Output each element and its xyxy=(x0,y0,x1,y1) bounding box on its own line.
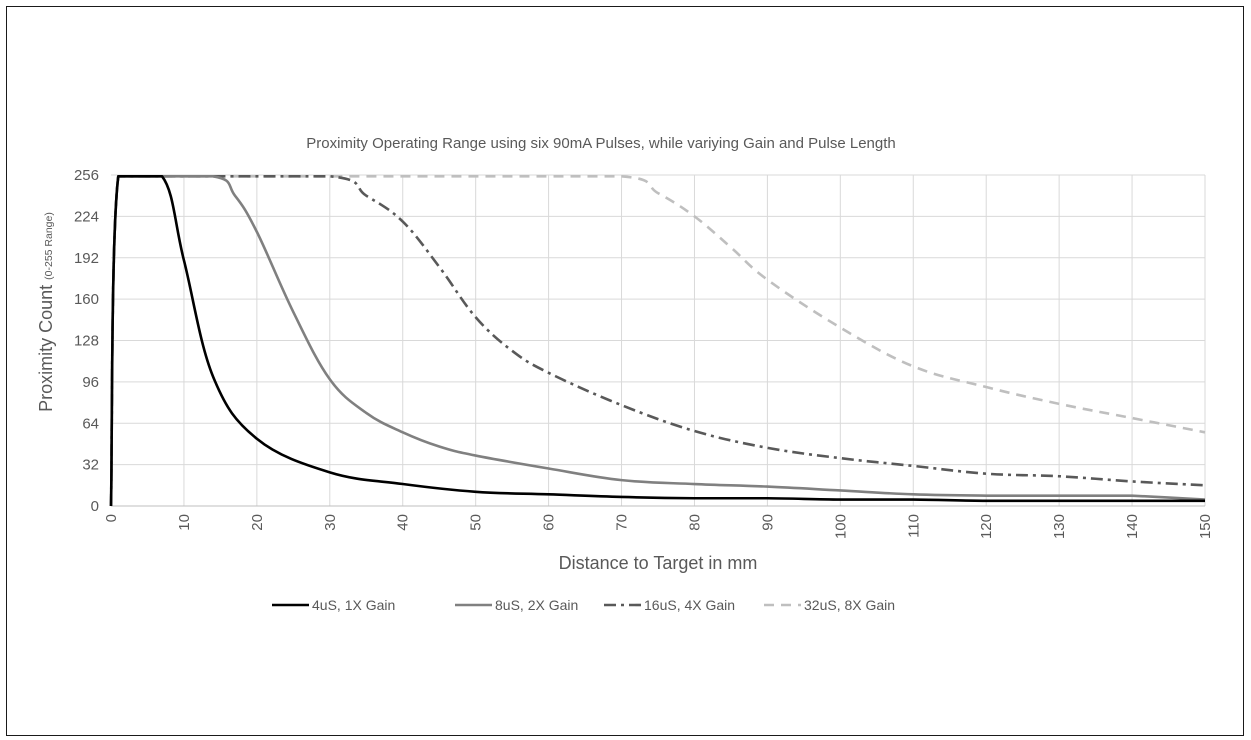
legend-label: 16uS, 4X Gain xyxy=(644,597,735,613)
y-axis-title: Proximity Count (0-255 Range) xyxy=(36,212,56,412)
legend-label: 8uS, 2X Gain xyxy=(495,597,578,613)
x-tick-label: 20 xyxy=(249,514,266,531)
y-axis-title-sub: (0-255 Range) xyxy=(43,212,55,280)
x-tick-label: 10 xyxy=(176,514,193,531)
y-tick-label: 0 xyxy=(91,498,99,515)
x-tick-label: 110 xyxy=(905,514,922,538)
series-line-3 xyxy=(109,174,1206,507)
x-tick-label: 80 xyxy=(686,514,703,531)
x-tick-label: 40 xyxy=(395,514,412,531)
legend-label: 32uS, 8X Gain xyxy=(804,597,895,613)
y-tick-label: 192 xyxy=(74,250,99,267)
x-tick-label: 50 xyxy=(468,514,485,531)
series-line-4 xyxy=(109,174,1206,507)
y-tick-label: 64 xyxy=(82,415,99,432)
x-axis-title: Distance to Target in mm xyxy=(559,553,758,573)
x-tick-label: 140 xyxy=(1124,514,1141,539)
gridlines xyxy=(111,174,1206,506)
legend-item: 32uS, 8X Gain xyxy=(764,597,895,613)
y-axis-title-main: Proximity Count xyxy=(36,285,56,412)
x-tick-label: 0 xyxy=(103,514,120,522)
x-tick-label: 70 xyxy=(614,514,631,531)
x-tick-label: 130 xyxy=(1051,514,1068,539)
y-tick-label: 96 xyxy=(82,374,99,391)
proximity-chart: Proximity Operating Range using six 90mA… xyxy=(36,135,1214,613)
legend-item: 16uS, 4X Gain xyxy=(604,597,735,613)
y-tick-labels: 0 32 64 96 128 160 192 224 256 xyxy=(74,167,99,515)
y-tick-label: 32 xyxy=(82,457,99,474)
y-tick-label: 256 xyxy=(74,167,99,184)
x-tick-label: 60 xyxy=(541,514,558,531)
chart-frame: Proximity Operating Range using six 90mA… xyxy=(6,6,1244,736)
legend-item: 8uS, 2X Gain xyxy=(455,597,578,613)
x-tick-label: 100 xyxy=(832,514,849,539)
y-tick-label: 224 xyxy=(74,208,99,225)
x-tick-label: 90 xyxy=(759,514,776,531)
legend-item: 4uS, 1X Gain xyxy=(272,597,395,613)
series-lines xyxy=(109,174,1206,507)
y-tick-label: 160 xyxy=(74,291,99,308)
legend: 4uS, 1X Gain 8uS, 2X Gain 16uS, 4X Gain 32u… xyxy=(272,597,895,613)
series-line-2 xyxy=(109,174,1206,507)
x-tick-label: 30 xyxy=(322,514,339,531)
y-tick-label: 128 xyxy=(74,333,99,350)
series-line-1 xyxy=(109,174,1205,507)
x-tick-label: 150 xyxy=(1197,514,1214,539)
x-tick-labels: 0 10 20 30 40 50 60 70 80 90 100 110 120 130 140 150 xyxy=(103,514,1214,539)
legend-label: 4uS, 1X Gain xyxy=(312,597,395,613)
x-tick-label: 120 xyxy=(978,514,995,539)
chart-title: Proximity Operating Range using six 90mA… xyxy=(306,135,895,152)
